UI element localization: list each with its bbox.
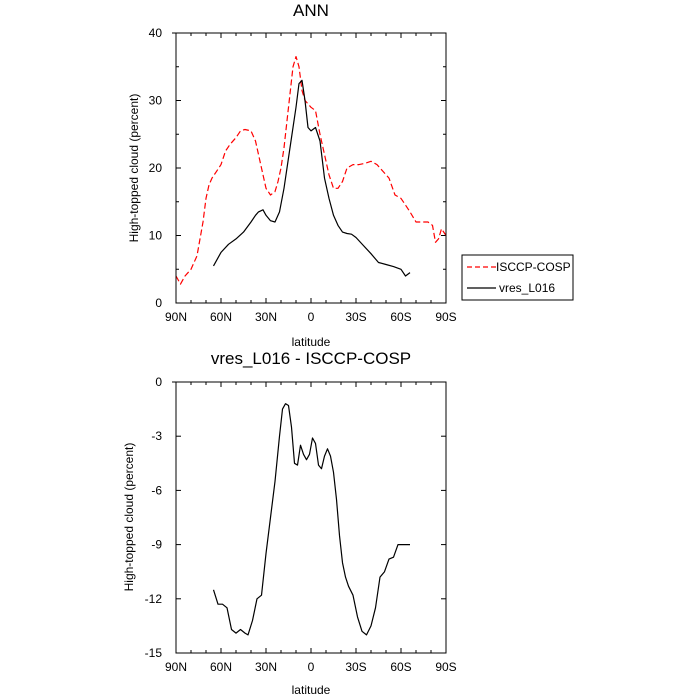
bottom-xtick-label: 0 — [308, 660, 315, 674]
legend-box — [461, 254, 574, 301]
bottom-ytick-label: -6 — [151, 483, 162, 497]
bottom-xtick-label: 30N — [255, 660, 277, 674]
top-chart-frame — [175, 32, 447, 304]
bottom-xtick-label: 90N — [165, 660, 187, 674]
top-ytick-label: 20 — [149, 161, 163, 175]
bottom-ytick-label: -15 — [145, 646, 163, 660]
top-ytick-label: 10 — [149, 229, 163, 243]
legend: ISCCP-COSP vres_L016 — [461, 254, 574, 301]
series-line-isccp-cosp — [175, 55, 447, 285]
top-xtick-label: 60S — [390, 310, 411, 324]
bottom-xtick-label: 60N — [210, 660, 232, 674]
bottom-ytick-label: -3 — [151, 429, 162, 443]
top-xtick-label: 90N — [165, 310, 187, 324]
top-chart-ticks: 90N 60N 30N 0 30S 60S 90S 0 10 20 30 40 — [149, 26, 457, 324]
top-ytick-label: 30 — [149, 94, 163, 108]
top-xtick-label: 30S — [345, 310, 366, 324]
series-line-vres-l016 — [212, 79, 411, 277]
top-xtick-label: 60N — [210, 310, 232, 324]
bottom-chart-ylabel: High-topped cloud (percent) — [122, 443, 136, 592]
top-xtick-label: 90S — [435, 310, 456, 324]
top-xtick-label: 0 — [308, 310, 315, 324]
bottom-ytick-label: 0 — [155, 375, 162, 389]
legend-label-vres-l016: vres_L016 — [499, 281, 555, 295]
bottom-chart-series — [212, 403, 410, 636]
top-ytick-label: 0 — [155, 296, 162, 310]
top-chart-ylabel: High-topped cloud (percent) — [127, 94, 141, 243]
bottom-ytick-label: -12 — [145, 592, 163, 606]
bottom-chart-title: vres_L016 - ISCCP-COSP — [211, 349, 411, 368]
top-chart-title: ANN — [293, 1, 329, 20]
bottom-xtick-label: 60S — [390, 660, 411, 674]
bottom-chart-panel: vres_L016 - ISCCP-COSP High-topped cloud… — [122, 349, 457, 697]
bottom-ytick-label: -9 — [151, 538, 162, 552]
top-chart-panel: ANN High-topped cloud (percent) latitude… — [127, 1, 574, 349]
bottom-xtick-label: 90S — [435, 660, 456, 674]
bottom-chart-ticks: 90N 60N 30N 0 30S 60S 90S 0 -3 -6 -9 -12 -15 — [145, 375, 457, 674]
top-chart-xlabel: latitude — [292, 335, 331, 349]
top-xtick-label: 30N — [255, 310, 277, 324]
bottom-chart-frame — [175, 381, 447, 654]
bottom-chart-xlabel: latitude — [292, 683, 331, 697]
top-chart-series — [175, 55, 447, 285]
legend-label-isccp-cosp: ISCCP-COSP — [496, 260, 571, 274]
top-ytick-label: 40 — [149, 26, 163, 40]
series-line-vres-l016-isccp-cosp — [212, 403, 410, 636]
bottom-xtick-label: 30S — [345, 660, 366, 674]
